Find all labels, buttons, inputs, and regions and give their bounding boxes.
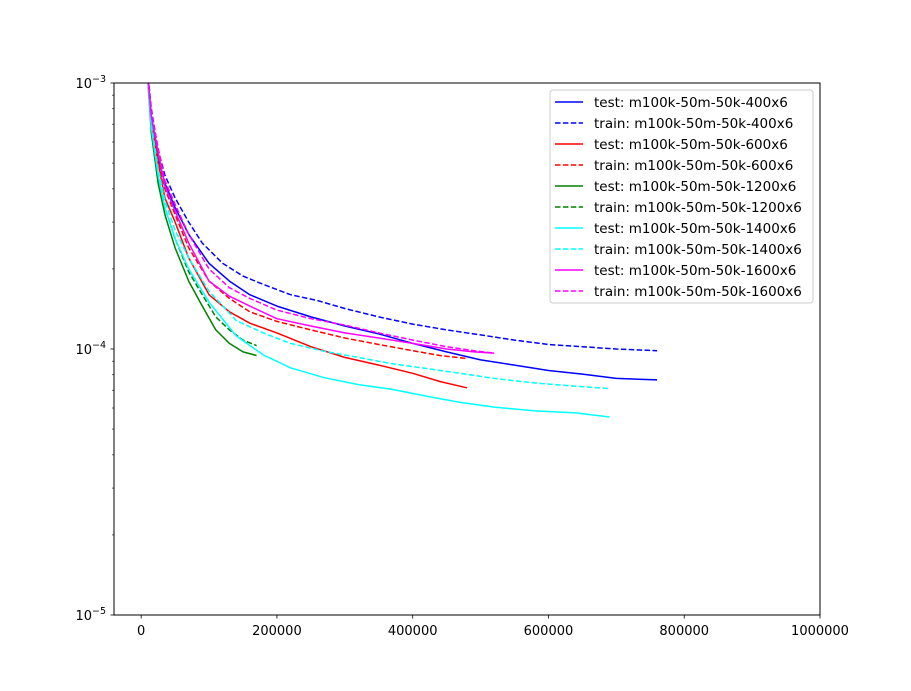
legend-entry-train-m100k-50m-50k-400x6: train: m100k-50m-50k-400x6 — [555, 116, 793, 132]
legend-box — [549, 89, 814, 304]
legend-entry-test-m100k-50m-50k-1400x6: test: m100k-50m-50k-1400x6 — [555, 221, 796, 237]
y-tick-label: 10−5 — [75, 606, 106, 624]
legend-entry-train-m100k-50m-50k-600x6: train: m100k-50m-50k-600x6 — [555, 158, 793, 174]
legend-entry-train-m100k-50m-50k-1600x6: train: m100k-50m-50k-1600x6 — [555, 284, 802, 300]
legend-entry-test-m100k-50m-50k-1600x6: test: m100k-50m-50k-1600x6 — [555, 263, 796, 279]
series-line-train-m100k-50m-50k-400x6 — [147, 83, 658, 352]
legend-label: train: m100k-50m-50k-1200x6 — [594, 200, 802, 216]
y-axis: 10−5 10−4 10−3 — [75, 74, 114, 624]
legend-label: test: m100k-50m-50k-1400x6 — [594, 221, 796, 237]
legend-label: test: m100k-50m-50k-1200x6 — [594, 179, 796, 195]
legend-label: train: m100k-50m-50k-400x6 — [594, 116, 793, 132]
legend-entry-test-m100k-50m-50k-600x6: test: m100k-50m-50k-600x6 — [555, 137, 788, 153]
x-tick-label: 0 — [137, 624, 145, 639]
series-line-test-m100k-50m-50k-600x6 — [147, 83, 468, 389]
x-tick-label: 800000 — [659, 624, 709, 639]
legend-label: train: m100k-50m-50k-1600x6 — [594, 284, 802, 300]
x-tick-label: 200000 — [252, 624, 302, 639]
x-tick-label: 1000000 — [791, 624, 849, 639]
series-line-test-m100k-50m-50k-1200x6 — [147, 83, 257, 357]
legend-entry-test-m100k-50m-50k-1200x6: test: m100k-50m-50k-1200x6 — [555, 179, 796, 195]
legend: test: m100k-50m-50k-400x6 train: m100k-50… — [549, 89, 814, 304]
legend-label: test: m100k-50m-50k-400x6 — [594, 95, 788, 111]
legend-label: train: m100k-50m-50k-600x6 — [594, 158, 793, 174]
series-layer — [147, 83, 658, 418]
legend-entry-test-m100k-50m-50k-400x6: test: m100k-50m-50k-400x6 — [555, 95, 788, 111]
legend-label: train: m100k-50m-50k-1400x6 — [594, 242, 802, 258]
legend-entry-train-m100k-50m-50k-1400x6: train: m100k-50m-50k-1400x6 — [555, 242, 802, 258]
x-tick-label: 600000 — [524, 624, 574, 639]
series-line-train-m100k-50m-50k-1400x6 — [147, 83, 610, 390]
series-line-test-m100k-50m-50k-1400x6 — [147, 83, 610, 418]
series-line-test-m100k-50m-50k-1600x6 — [147, 83, 495, 354]
series-line-test-m100k-50m-50k-400x6 — [147, 83, 658, 381]
y-tick-label: 10−3 — [75, 74, 106, 92]
legend-entry-train-m100k-50m-50k-1200x6: train: m100k-50m-50k-1200x6 — [555, 200, 802, 216]
y-tick-label: 10−4 — [75, 340, 106, 358]
x-axis: 0 200000 400000 600000 800000 1000000 — [137, 615, 849, 639]
series-line-train-m100k-50m-50k-1600x6 — [147, 83, 495, 354]
legend-label: test: m100k-50m-50k-1600x6 — [594, 263, 796, 279]
x-tick-label: 400000 — [388, 624, 438, 639]
legend-label: test: m100k-50m-50k-600x6 — [594, 137, 788, 153]
series-line-train-m100k-50m-50k-600x6 — [147, 83, 468, 360]
